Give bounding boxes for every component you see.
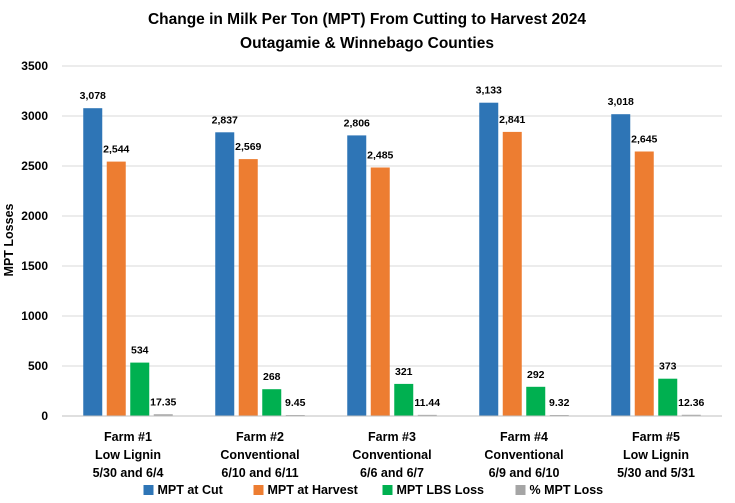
category-label: Conventional	[484, 448, 563, 462]
bar	[526, 386, 546, 416]
bar	[417, 414, 437, 416]
category-label: Conventional	[352, 448, 431, 462]
category-label: Conventional	[220, 448, 299, 462]
data-label: 2,485	[367, 150, 393, 162]
bar	[153, 414, 173, 416]
bar	[83, 108, 103, 416]
category-label: Low Lignin	[623, 448, 689, 462]
data-label: 9.32	[549, 397, 570, 409]
bar	[215, 132, 235, 417]
data-label: 2,841	[499, 114, 525, 126]
category-label: 5/30 and 5/31	[617, 466, 695, 480]
data-label: 3,018	[608, 96, 634, 108]
category-label: Low Lignin	[95, 448, 161, 462]
data-label: 321	[395, 366, 413, 378]
legend-swatch	[253, 485, 264, 495]
data-label: 2,569	[235, 141, 261, 153]
legend: MPT at Cut MPT at Harvest MPT LBS Loss % MP…	[143, 483, 604, 497]
data-label: 2,645	[631, 134, 657, 146]
data-label: 11.44	[414, 397, 440, 409]
bar	[130, 362, 150, 416]
legend-swatch	[143, 485, 154, 495]
data-label: 12.36	[678, 397, 704, 409]
category-label: Farm #4	[500, 430, 548, 444]
data-labels: 3,078 2,544 534 17.35 2,837 2,569 268 9.45 2,806…	[80, 85, 705, 409]
y-tick-label: 1500	[21, 259, 48, 273]
data-label: 3,078	[80, 90, 106, 102]
data-label: 268	[263, 371, 281, 383]
category-label: 6/6 and 6/7	[360, 466, 424, 480]
data-label: 373	[659, 361, 677, 373]
chart-subtitle: Outagamie & Winnebago Counties	[240, 35, 494, 52]
legend-label: % MPT Loss	[530, 483, 604, 497]
bar	[238, 159, 258, 416]
y-tick-label: 1000	[21, 309, 48, 323]
data-label: 9.45	[285, 397, 306, 409]
y-axis-ticks: 0 500 1000 1500 2000 2500 3000 3500	[21, 59, 48, 423]
y-axis-label: MPT Losses	[2, 203, 16, 276]
data-label: 17.35	[150, 396, 176, 408]
bar	[681, 414, 701, 416]
bar	[658, 378, 678, 416]
category-label: Farm #5	[632, 430, 680, 444]
legend-label: MPT at Harvest	[268, 483, 359, 497]
category-label: 6/9 and 6/10	[489, 466, 560, 480]
y-tick-label: 2000	[21, 209, 48, 223]
bar	[611, 114, 631, 416]
bar	[262, 389, 282, 416]
legend-label: MPT LBS Loss	[397, 483, 485, 497]
bar	[502, 131, 522, 416]
bar	[634, 151, 654, 416]
category-label: Farm #1	[104, 430, 152, 444]
bar	[106, 161, 126, 416]
category-label: Farm #3	[368, 430, 416, 444]
bar	[479, 102, 499, 416]
y-tick-label: 3500	[21, 59, 48, 73]
category-label: 6/10 and 6/11	[221, 466, 298, 480]
data-label: 3,133	[476, 85, 502, 97]
bar	[347, 135, 367, 416]
y-tick-label: 0	[41, 409, 48, 423]
bar	[394, 383, 414, 416]
category-labels: Farm #1 Low Lignin 5/30 and 6/4 Farm #2 Conv…	[93, 430, 695, 480]
category-label: Farm #2	[236, 430, 284, 444]
y-tick-label: 3000	[21, 109, 48, 123]
chart-title: Change in Milk Per Ton (MPT) From Cuttin…	[148, 11, 586, 28]
data-label: 2,806	[344, 117, 370, 129]
legend-swatch	[382, 485, 393, 495]
data-label: 292	[527, 369, 545, 381]
legend-label: MPT at Cut	[158, 483, 224, 497]
gridlines	[62, 65, 722, 367]
bar	[370, 167, 390, 416]
legend-swatch	[515, 485, 526, 495]
data-label: 2,544	[103, 144, 129, 156]
bars	[83, 102, 701, 417]
y-tick-label: 2500	[21, 159, 48, 173]
y-tick-label: 500	[28, 359, 48, 373]
category-label: 5/30 and 6/4	[93, 466, 164, 480]
data-label: 534	[131, 345, 149, 357]
data-label: 2,837	[212, 114, 238, 126]
